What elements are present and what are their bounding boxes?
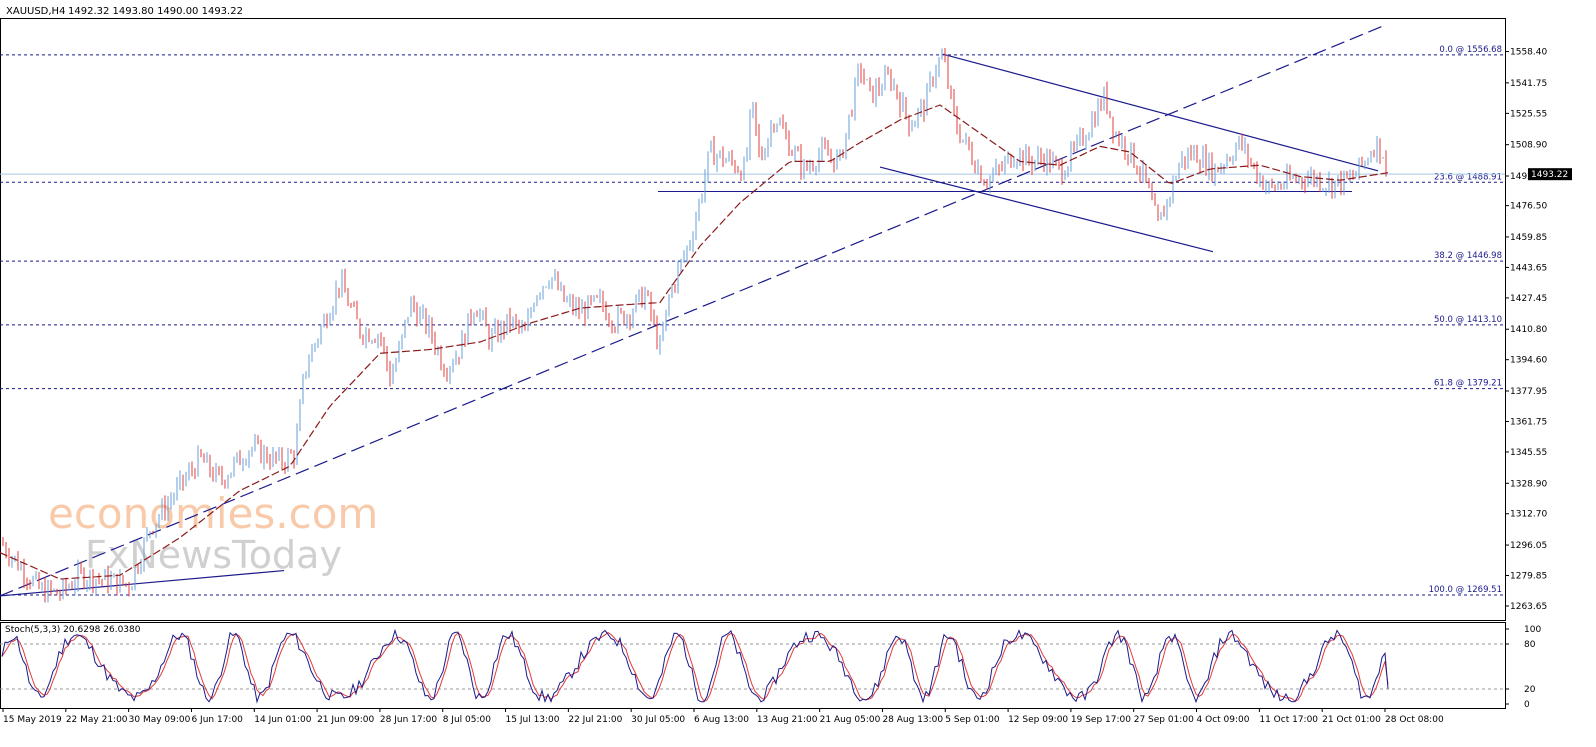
time-tick-label: 21 Jun 09:00	[317, 715, 374, 725]
trendline-early-support[interactable]	[0, 569, 285, 597]
time-tick-label: 12 Sep 09:00	[1008, 715, 1068, 725]
current-price-tag: 1493.22	[1528, 168, 1572, 181]
time-tick-label: 21 Oct 01:00	[1322, 715, 1381, 725]
price-tick-label: 1394.60	[1510, 356, 1547, 366]
time-tick-label: 5 Sep 01:00	[945, 715, 1000, 725]
stoch-main-line	[1, 628, 1389, 704]
price-tick-label: 1459.85	[1510, 233, 1547, 243]
stoch-tick-label: 100	[1524, 625, 1541, 635]
time-axis: 15 May 2019 22 May 21:00 30 May 09:00 6 Jun…	[2, 708, 1444, 725]
price-tick-label: 1312.70	[1510, 510, 1547, 520]
price-tick-label: 1508.90	[1510, 141, 1547, 151]
stochastic-oscillator: 100 80 20 0	[0, 625, 1541, 710]
time-tick-label: 4 Oct 09:00	[1197, 715, 1250, 725]
time-tick-label: 13 Aug 21:00	[757, 715, 818, 725]
symbol-label: XAUUSD,H4	[6, 6, 65, 17]
ma-line	[0, 104, 1389, 580]
stoch-signal-line	[1, 632, 1389, 702]
trendlines[interactable]	[0, 25, 1384, 597]
time-tick-label: 15 Jul 13:00	[506, 715, 560, 725]
price-tick-label: 1427.45	[1510, 294, 1547, 304]
fib-level-label: 100.0 @ 1269.51	[1429, 585, 1502, 595]
fib-level-label: 50.0 @ 1413.10	[1434, 315, 1502, 325]
price-tick-label: 1476.50	[1510, 202, 1547, 212]
stoch-tick-label: 80	[1524, 640, 1536, 650]
time-tick-label: 15 May 2019	[3, 715, 62, 725]
current-price-label: 1493.22	[1531, 170, 1568, 180]
time-tick-label: 28 Oct 08:00	[1385, 715, 1444, 725]
price-tick-label: 1410.80	[1510, 325, 1547, 335]
moving-average	[0, 104, 1389, 580]
ohlc-readout: 1492.32 1493.80 1490.00 1493.22	[68, 6, 243, 17]
watermark: economies.com FxNewsToday	[48, 489, 378, 577]
time-tick-label: 11 Oct 17:00	[1259, 715, 1318, 725]
stoch-tick-label: 20	[1524, 685, 1536, 695]
price-tick-label: 1541.75	[1510, 79, 1547, 89]
time-tick-label: 8 Jul 05:00	[443, 715, 492, 725]
price-tick-label: 1345.55	[1510, 448, 1547, 458]
trendline-main-uptrend[interactable]	[0, 25, 1384, 597]
time-tick-label: 28 Jun 17:00	[380, 715, 437, 725]
watermark-line1: economies.com	[48, 489, 378, 538]
stoch-tick-label: 0	[1524, 700, 1530, 710]
time-tick-label: 6 Aug 13:00	[694, 715, 749, 725]
price-tick-label: 1525.55	[1510, 109, 1547, 119]
price-tick-label: 1377.95	[1510, 387, 1547, 397]
price-tick-label: 1263.65	[1510, 602, 1547, 612]
price-tick-label: 1558.40	[1510, 48, 1547, 58]
time-tick-label: 28 Aug 13:00	[882, 715, 943, 725]
time-tick-label: 30 Jul 05:00	[631, 715, 685, 725]
watermark-line2: FxNewsToday	[85, 533, 342, 577]
price-tick-label: 1296.05	[1510, 541, 1547, 551]
time-tick-label: 14 Jun 01:00	[254, 715, 311, 725]
candles	[2, 48, 1387, 603]
fib-level-label: 61.8 @ 1379.21	[1434, 379, 1502, 389]
fibonacci-levels: 0.0 @ 1556.68 23.6 @ 1488.91 38.2 @ 1446.9…	[0, 45, 1505, 596]
price-tick-label: 1443.65	[1510, 263, 1547, 273]
fib-level-label: 38.2 @ 1446.98	[1434, 251, 1502, 261]
trendline-channel-top[interactable]	[942, 53, 1379, 172]
time-tick-label: 22 Jul 21:00	[568, 715, 622, 725]
time-tick-label: 30 May 09:00	[129, 715, 191, 725]
trendline-channel-bottom[interactable]	[879, 166, 1214, 253]
price-tick-label: 1279.85	[1510, 572, 1547, 582]
time-tick-label: 19 Sep 17:00	[1071, 715, 1131, 725]
time-tick-label: 27 Sep 01:00	[1134, 715, 1194, 725]
time-tick-label: 22 May 21:00	[66, 715, 128, 725]
price-tick-label: 1328.90	[1510, 479, 1547, 489]
time-tick-label: 21 Aug 05:00	[820, 715, 881, 725]
fib-level-label: 23.6 @ 1488.91	[1434, 172, 1502, 182]
price-panel-frame	[0, 18, 1506, 621]
time-tick-label: 6 Jun 17:00	[191, 715, 243, 725]
price-tick-label: 1361.75	[1510, 417, 1547, 427]
fib-level-label: 0.0 @ 1556.68	[1439, 45, 1502, 55]
stoch-header: Stoch(5,3,3) 20.6298 26.0380	[5, 625, 141, 635]
price-axis: 1558.401541.751525.551508.901492.251476.…	[1505, 48, 1547, 612]
